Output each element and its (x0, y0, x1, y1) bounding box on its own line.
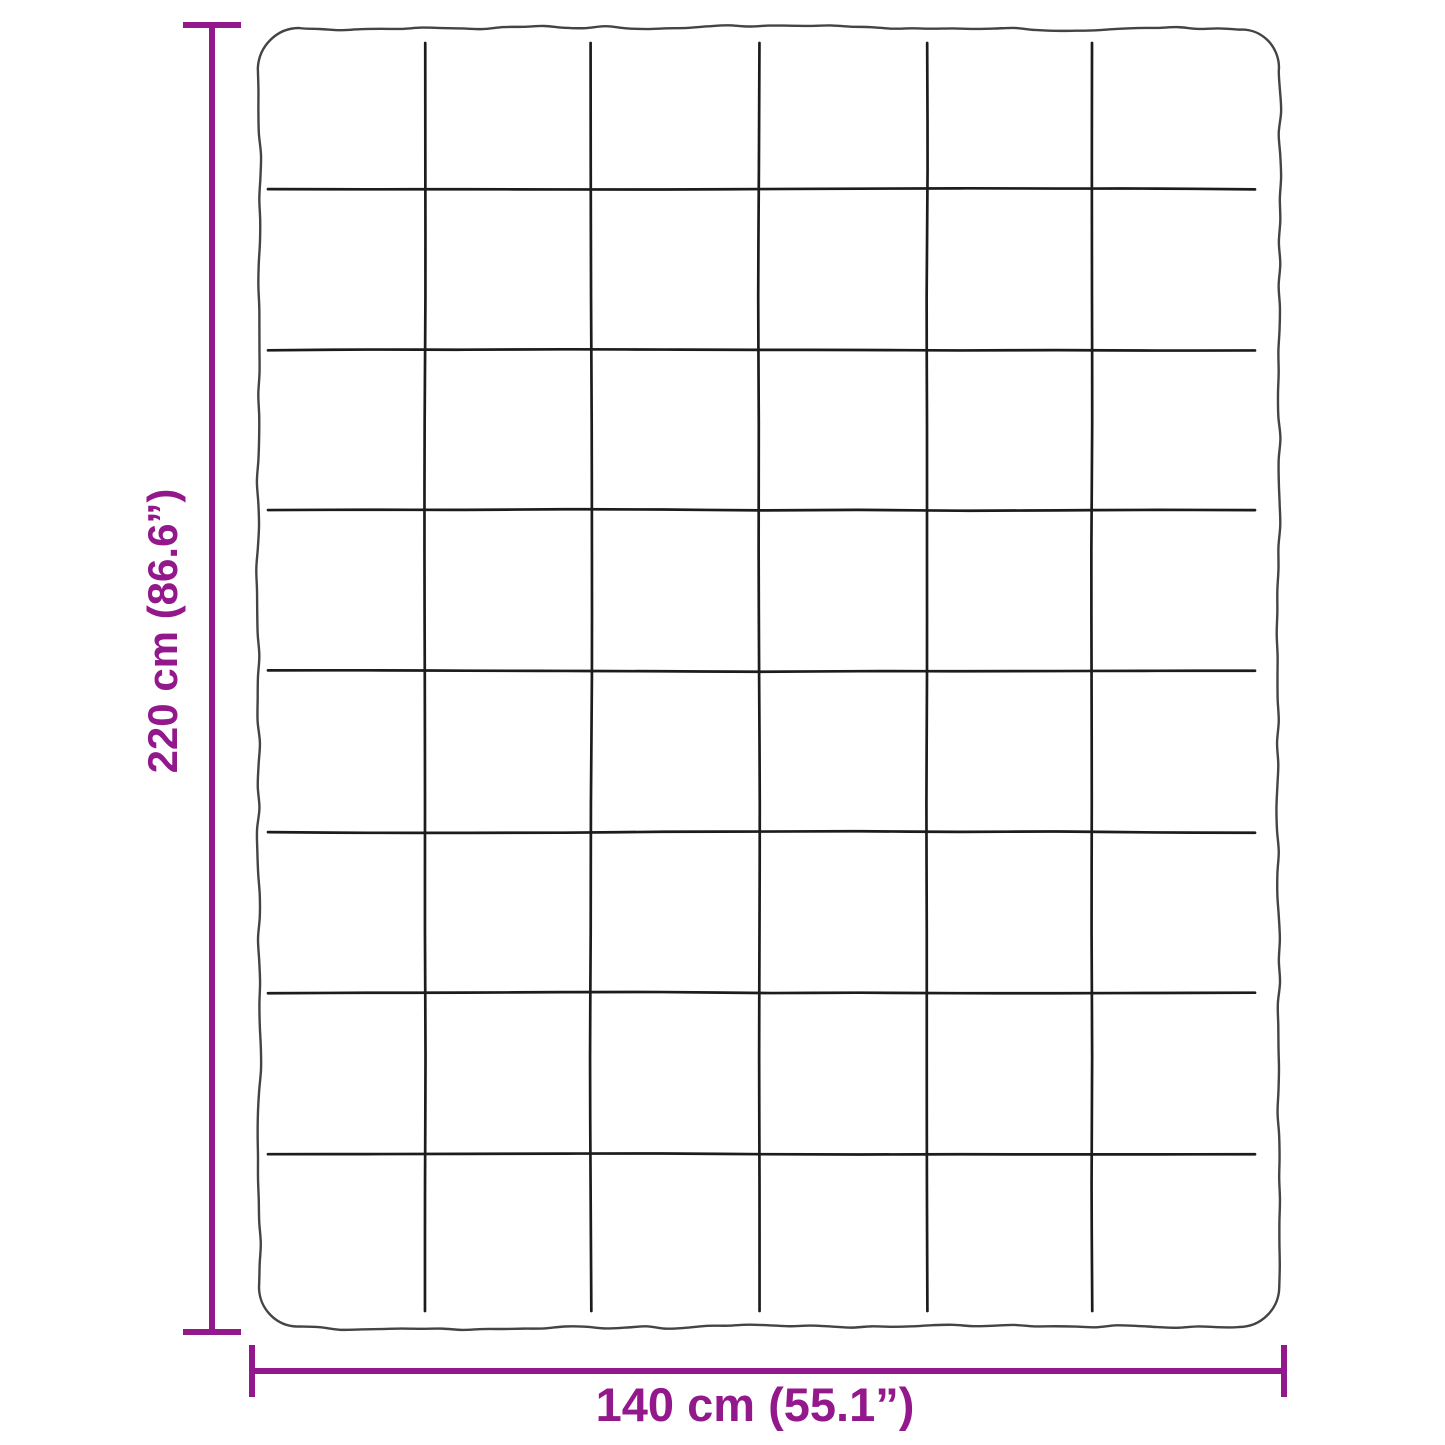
svg-text:220 cm (86.6”): 220 cm (86.6”) (139, 489, 186, 774)
svg-text:140 cm (55.1”): 140 cm (55.1”) (596, 1378, 915, 1431)
